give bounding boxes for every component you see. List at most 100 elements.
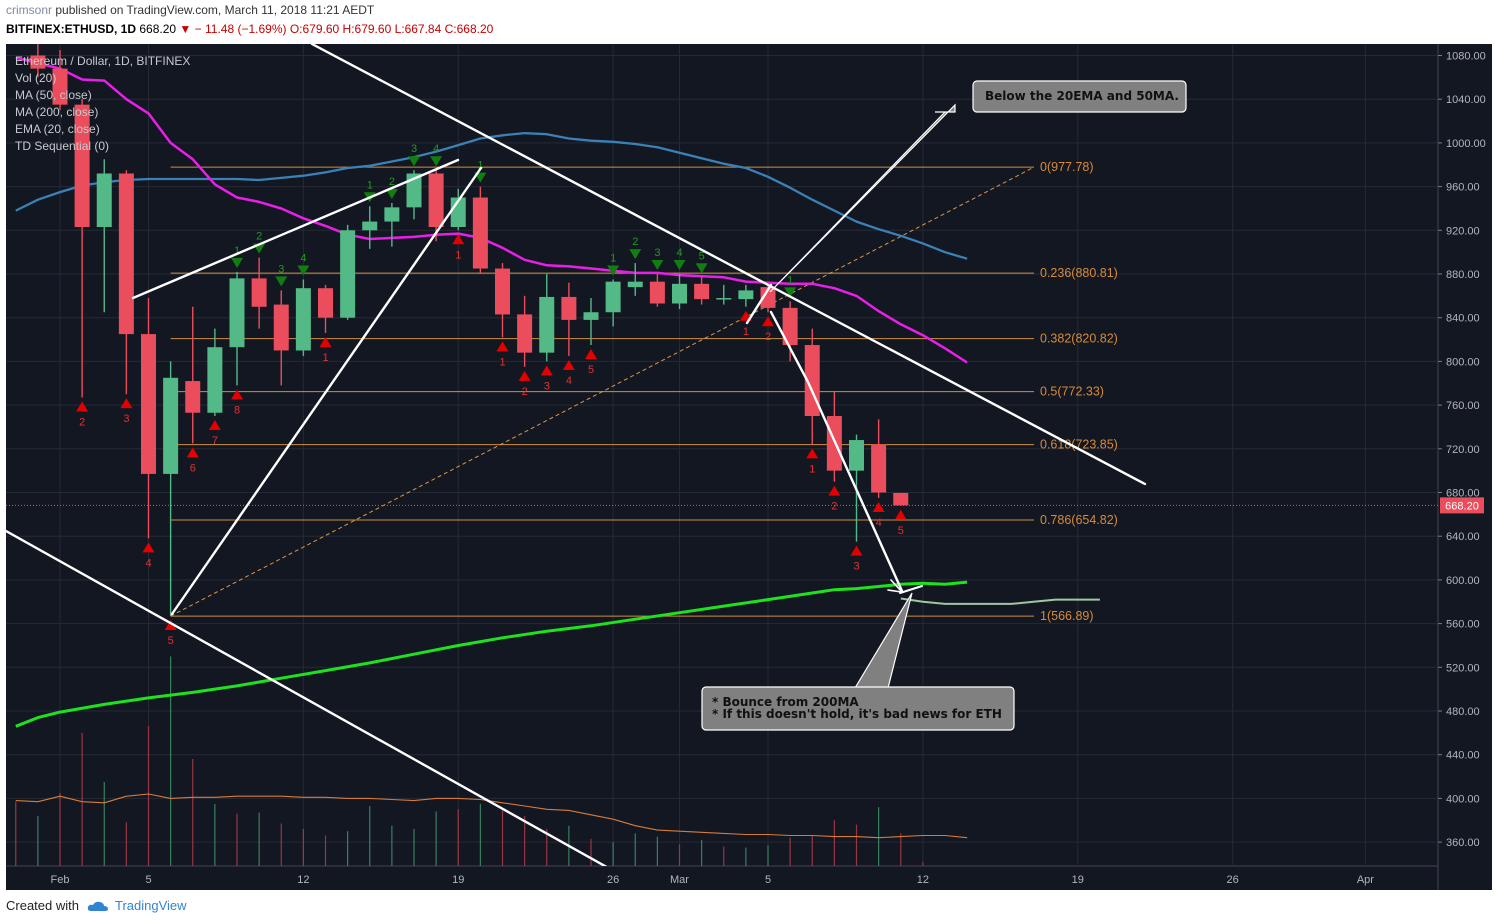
candle-body [561, 296, 577, 320]
candle-body [74, 104, 90, 228]
td-buy-marker [208, 420, 221, 431]
td-buy-count: 2 [522, 386, 528, 398]
last-price: 668.20 [139, 22, 177, 36]
candle-body [229, 278, 245, 348]
td-buy-count: 1 [809, 463, 815, 475]
td-buy-marker [496, 341, 509, 352]
candle-body [627, 281, 643, 288]
fib-retracement: 0(977.78) 0.236(880.81) 0.382(820.82) 0.5(7… [170, 160, 1118, 623]
time-tick-label: 19 [1072, 874, 1084, 886]
time-tick-label: 12 [297, 874, 309, 886]
td-buy-count: 2 [765, 331, 771, 343]
td-sell-marker [275, 276, 288, 287]
td-sell-count: 3 [278, 263, 284, 275]
tradingview-logo-icon [87, 901, 108, 912]
td-sell-count: 4 [433, 143, 439, 155]
trend-line [6, 529, 608, 866]
candle-body [738, 290, 754, 300]
td-buy-marker [164, 619, 177, 630]
last-price-tag [1440, 497, 1484, 514]
price-tick-label: 600.00 [1446, 575, 1480, 587]
price-tick-label: 480.00 [1446, 706, 1480, 718]
time-tick-label: 5 [765, 874, 771, 886]
td-sell-marker [231, 257, 243, 268]
td-sell-count: 1 [234, 245, 240, 257]
candle-body [163, 377, 179, 474]
trend-line [310, 44, 1147, 486]
symbol-name: BITFINEX:ETHUSD, 1D [6, 22, 137, 36]
td-sell-marker [607, 265, 620, 276]
td-buy-count: 2 [831, 501, 837, 513]
td-buy-marker [76, 401, 89, 412]
td-buy-count: 1 [743, 326, 749, 338]
td-buy-marker [585, 349, 597, 360]
td-sell-count: 2 [632, 236, 638, 248]
indicator-line [900, 597, 1100, 605]
price-tick-label: 760.00 [1446, 400, 1480, 412]
td-buy-count: 5 [588, 364, 594, 376]
td-buy-count: 1 [499, 356, 505, 368]
annotations: Below the 20EMA and 50MA. * Bounce from 2… [701, 80, 1187, 731]
time-tick-label: Feb [51, 874, 70, 886]
td-sell-marker [629, 249, 642, 260]
td-buy-marker [850, 545, 863, 556]
candle-body [716, 298, 732, 300]
td-buy-marker [828, 485, 841, 496]
plot-background [6, 44, 1438, 890]
publish-info: crimsonr published on TradingView.com, M… [6, 3, 374, 17]
td-buy-count: 1 [455, 249, 461, 261]
footer: Created with TradingView [6, 898, 187, 913]
price-change-icon: ▼ [179, 22, 192, 36]
legend-item: Ethereum / Dollar, 1D, BITFINEX [15, 54, 190, 68]
candle-body [694, 283, 710, 300]
td-sell-marker [430, 156, 443, 167]
td-buy-count: 4 [876, 517, 882, 529]
td-sell-count: 2 [256, 231, 262, 243]
candle-body [273, 304, 289, 351]
time-tick-label: 26 [607, 874, 619, 886]
time-tick-label: 5 [145, 874, 151, 886]
td-sell-marker [695, 263, 708, 274]
candle-body [649, 281, 665, 304]
author-name[interactable]: crimsonr [6, 3, 53, 17]
td-buy-marker [142, 542, 155, 553]
td-sell-count: 4 [300, 252, 306, 264]
last-price-tag-text: 668.20 [1445, 500, 1479, 512]
price-tick-label: 720.00 [1446, 444, 1480, 456]
td-buy-marker [518, 370, 531, 381]
tradingview-link[interactable]: TradingView [114, 898, 187, 913]
price-change: − 11.48 (−1.69%) [194, 22, 287, 36]
candle-body [672, 283, 687, 304]
time-tick-label: Mar [670, 874, 689, 886]
td-buy-marker [806, 448, 819, 459]
td-sell-count: 3 [654, 247, 660, 259]
indicator-line [15, 580, 968, 728]
callout-box [701, 686, 1015, 731]
td-buy-count: 4 [145, 557, 151, 569]
td-buy-marker [452, 234, 465, 245]
td-buy-count: 3 [123, 413, 129, 425]
price-tick-label: 1000.00 [1446, 138, 1486, 150]
time-tick-label: 12 [917, 874, 929, 886]
publish-text: published on TradingView.com, March 11, … [55, 3, 375, 17]
candle-body [849, 440, 864, 471]
indicator-line [15, 56, 968, 364]
price-tick-label: 680.00 [1446, 488, 1480, 500]
symbol-info: BITFINEX:ETHUSD, 1D 668.20 ▼ − 11.48 (−1… [6, 22, 493, 36]
candle-body [340, 230, 356, 318]
legend-item: Vol (20) [15, 71, 56, 85]
candle-body [472, 197, 488, 269]
td-sell-marker [651, 260, 664, 270]
candle-body [428, 173, 444, 228]
legend-item: EMA (20, close) [15, 122, 100, 136]
td-buy-marker [186, 447, 199, 458]
price-axis-background [1438, 44, 1492, 890]
callout-text: * Bounce from 200MA [712, 695, 859, 709]
td-sequential: 1 2 3 4 1 2 3 4 1 1 2 3 4 5 1 2 3 4 5 6 7 8 1 1 1 2 3 4 5 1 2 1 2 3 4 5 [76, 143, 907, 647]
price-tick-label: 400.00 [1446, 793, 1480, 805]
callout-box [972, 80, 1187, 113]
td-buy-count: 6 [190, 462, 196, 474]
trend-line [170, 166, 483, 616]
candle-body [583, 312, 599, 320]
